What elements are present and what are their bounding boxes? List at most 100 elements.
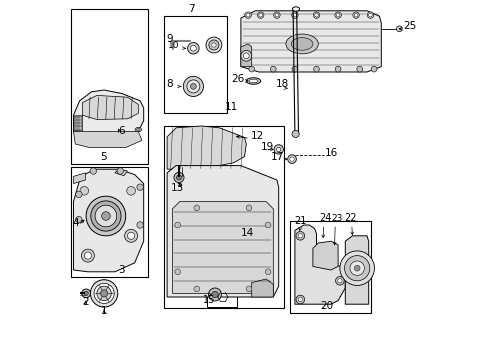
Circle shape <box>336 13 339 17</box>
Circle shape <box>313 66 319 72</box>
Circle shape <box>76 216 82 223</box>
Ellipse shape <box>136 129 140 131</box>
Bar <box>289 221 370 313</box>
Text: 8: 8 <box>166 78 172 89</box>
Text: 19: 19 <box>260 142 273 152</box>
Circle shape <box>101 290 107 297</box>
Polygon shape <box>73 169 143 272</box>
Circle shape <box>84 291 88 296</box>
Circle shape <box>102 212 110 220</box>
Circle shape <box>356 66 362 72</box>
Circle shape <box>291 130 299 138</box>
Text: 1: 1 <box>101 306 108 316</box>
Circle shape <box>337 279 342 283</box>
Circle shape <box>335 66 340 72</box>
Circle shape <box>298 297 302 302</box>
Polygon shape <box>82 95 138 120</box>
Polygon shape <box>167 126 246 169</box>
Circle shape <box>95 205 117 227</box>
Text: 21: 21 <box>294 216 306 226</box>
Circle shape <box>292 13 296 17</box>
Text: 14: 14 <box>241 228 254 238</box>
Circle shape <box>174 269 180 275</box>
Circle shape <box>334 12 341 18</box>
Circle shape <box>366 12 373 18</box>
Text: 24: 24 <box>319 213 331 223</box>
Circle shape <box>241 50 251 61</box>
Polygon shape <box>312 241 337 270</box>
Circle shape <box>295 295 304 304</box>
Polygon shape <box>115 169 127 176</box>
Circle shape <box>94 283 114 303</box>
Circle shape <box>90 280 118 307</box>
Circle shape <box>291 66 297 72</box>
Circle shape <box>273 145 283 154</box>
Circle shape <box>298 234 302 238</box>
Text: 17: 17 <box>270 152 283 162</box>
Circle shape <box>287 155 296 163</box>
Polygon shape <box>73 131 142 148</box>
Bar <box>269 26 332 62</box>
Ellipse shape <box>292 7 299 11</box>
Polygon shape <box>241 11 381 72</box>
Circle shape <box>127 232 134 239</box>
Polygon shape <box>172 202 273 293</box>
Text: 20: 20 <box>319 301 332 311</box>
Circle shape <box>211 43 216 47</box>
Bar <box>71 167 148 277</box>
Circle shape <box>117 168 123 174</box>
Bar <box>163 16 226 113</box>
Ellipse shape <box>285 34 318 54</box>
Circle shape <box>187 42 199 54</box>
Text: 5: 5 <box>100 152 106 162</box>
Text: 16: 16 <box>324 148 337 158</box>
Circle shape <box>194 286 199 292</box>
Circle shape <box>137 222 143 228</box>
Circle shape <box>349 261 364 275</box>
Circle shape <box>97 286 111 301</box>
Circle shape <box>291 12 298 18</box>
Circle shape <box>264 269 270 275</box>
Circle shape <box>211 291 218 298</box>
Text: 11: 11 <box>224 102 238 112</box>
Circle shape <box>270 66 276 72</box>
Text: 23: 23 <box>331 214 342 223</box>
Circle shape <box>190 84 196 89</box>
Bar <box>163 126 284 308</box>
Circle shape <box>289 157 294 161</box>
Ellipse shape <box>291 38 312 50</box>
Circle shape <box>208 40 219 50</box>
Circle shape <box>205 37 222 53</box>
Circle shape <box>176 175 181 180</box>
Circle shape <box>276 147 280 152</box>
Circle shape <box>257 12 264 18</box>
Polygon shape <box>73 173 85 184</box>
Circle shape <box>368 13 371 17</box>
Circle shape <box>273 12 280 18</box>
Circle shape <box>354 13 357 17</box>
Circle shape <box>244 12 251 18</box>
Circle shape <box>81 249 94 262</box>
Circle shape <box>245 205 251 211</box>
Circle shape <box>86 196 125 236</box>
Polygon shape <box>167 166 278 297</box>
Circle shape <box>84 252 91 259</box>
Circle shape <box>275 13 278 17</box>
Circle shape <box>313 12 319 18</box>
Text: 4: 4 <box>72 217 79 228</box>
Text: 15: 15 <box>203 295 215 305</box>
Circle shape <box>80 186 88 195</box>
Circle shape <box>90 168 96 174</box>
Text: 18: 18 <box>276 79 289 89</box>
Polygon shape <box>345 236 368 304</box>
Ellipse shape <box>248 79 258 83</box>
Text: 7: 7 <box>187 4 194 14</box>
Polygon shape <box>241 44 251 67</box>
Circle shape <box>354 265 359 271</box>
Circle shape <box>91 201 121 231</box>
Text: 3: 3 <box>118 265 125 275</box>
Polygon shape <box>74 115 82 131</box>
Circle shape <box>243 53 249 59</box>
Circle shape <box>174 222 180 228</box>
Bar <box>206 279 237 307</box>
